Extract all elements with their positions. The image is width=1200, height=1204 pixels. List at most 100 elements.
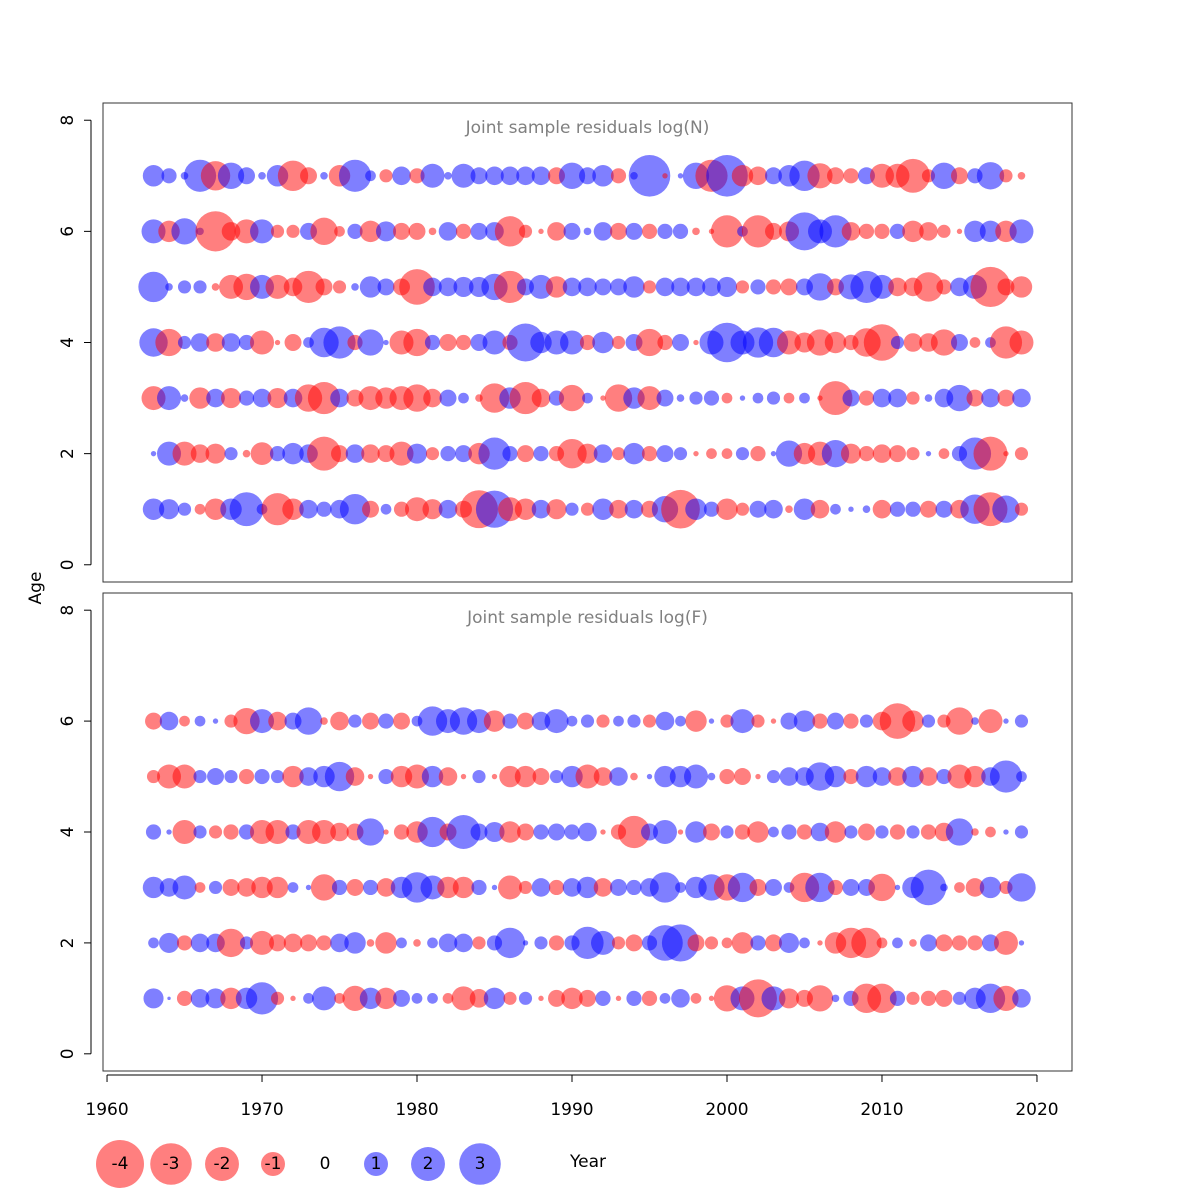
residual-bubble — [545, 276, 568, 298]
residual-bubble — [176, 990, 193, 1006]
residual-bubble — [734, 824, 751, 840]
residual-bubble — [557, 438, 587, 469]
residual-bubble — [675, 882, 686, 893]
residual-bubble — [345, 444, 365, 463]
residual-bubble — [383, 829, 389, 835]
residual-bubble — [283, 933, 303, 953]
residual-bubble — [238, 390, 255, 406]
residual-bubble — [378, 713, 394, 729]
legend-label: -2 — [214, 1154, 231, 1174]
residual-bubble — [906, 825, 920, 839]
residual-bubble — [261, 493, 294, 526]
residual-bubble — [150, 450, 157, 457]
residual-bubble — [389, 441, 414, 466]
residual-bubble — [765, 222, 782, 240]
y-tick-label: 2 — [58, 448, 78, 459]
y-tick-label: 6 — [58, 226, 78, 237]
residual-bubble — [420, 163, 445, 188]
residual-bubble — [842, 389, 860, 407]
residual-bubble — [812, 713, 828, 729]
residual-bubble — [324, 761, 355, 792]
residual-bubble — [172, 441, 197, 466]
residual-bubble — [783, 392, 795, 404]
residual-bubble — [1009, 219, 1034, 244]
residual-bubble — [362, 712, 379, 730]
legend-bubble — [411, 1147, 445, 1181]
residual-bubble — [687, 934, 705, 952]
residual-bubble — [930, 162, 958, 189]
residual-bubble — [1012, 388, 1031, 408]
residual-bubble — [503, 991, 517, 1005]
residual-bubble — [148, 937, 159, 949]
residual-bubble — [906, 447, 920, 461]
residual-bubble — [872, 499, 892, 519]
residual-bubble — [491, 773, 498, 780]
residual-bubble — [455, 223, 472, 239]
residual-bubble — [517, 712, 534, 730]
residual-bubble — [876, 937, 888, 949]
residual-bubble — [913, 272, 944, 302]
residual-bubble — [626, 879, 642, 896]
residual-bubble — [862, 505, 871, 514]
residual-bubble — [764, 499, 783, 519]
residual-bubble — [935, 989, 953, 1007]
residual-bubble — [320, 717, 328, 725]
residual-bubble — [954, 882, 965, 893]
residual-bubble — [1014, 714, 1029, 728]
residual-bubble — [277, 160, 309, 191]
residual-bubble — [469, 989, 489, 1008]
residual-bubble — [704, 936, 719, 950]
residual-bubble — [642, 280, 657, 294]
residual-bubble — [141, 219, 166, 244]
residual-bubble — [491, 884, 498, 891]
residual-bubble — [892, 937, 903, 949]
residual-bubble — [826, 167, 844, 185]
residual-bubble — [935, 934, 953, 952]
legend-bubble — [261, 1152, 285, 1176]
residual-bubble — [425, 447, 440, 461]
residual-bubble — [889, 223, 906, 239]
residual-bubble — [590, 930, 615, 955]
residual-bubble — [377, 278, 395, 296]
residual-bubble — [403, 384, 431, 412]
residual-bubble — [403, 328, 431, 357]
residual-bubble — [365, 170, 376, 182]
residual-bubble — [741, 215, 775, 248]
residual-bubble — [265, 274, 290, 299]
residual-bubble — [919, 934, 937, 952]
residual-bubble — [471, 879, 487, 896]
residual-bubble — [172, 820, 197, 844]
residual-bubble — [1017, 171, 1026, 180]
residual-bubble — [548, 935, 565, 951]
residual-bubble — [706, 155, 748, 197]
legend-bubble — [96, 1140, 144, 1188]
residual-bubble — [623, 276, 645, 298]
residual-bubble — [167, 996, 171, 1001]
residual-bubble — [821, 439, 850, 468]
residual-bubble — [250, 442, 274, 466]
residual-bubble — [274, 339, 281, 346]
residual-bubble — [641, 223, 658, 239]
residual-bubble — [824, 821, 847, 843]
residual-bubble — [735, 447, 750, 461]
residual-bubble — [346, 878, 364, 896]
residual-bubble — [577, 443, 598, 464]
residual-bubble — [703, 823, 720, 841]
residual-bubble — [294, 707, 323, 735]
residual-bubble — [703, 501, 720, 517]
residual-bubble — [451, 986, 476, 1011]
residual-bubble — [685, 498, 707, 520]
residual-bubble — [654, 765, 676, 788]
residual-bubble — [177, 280, 192, 294]
x-axis-label: Year — [569, 1152, 606, 1172]
residual-bubble — [583, 227, 592, 236]
residual-bubble — [546, 499, 567, 520]
residual-bubble — [356, 818, 385, 846]
residual-bubble — [442, 992, 454, 1004]
residual-bubble — [936, 768, 952, 785]
legend-label: -3 — [163, 1154, 180, 1174]
residual-bubble — [672, 334, 689, 351]
residual-bubble — [206, 388, 225, 408]
residual-bubble — [672, 223, 689, 239]
residual-bubble — [950, 334, 968, 351]
